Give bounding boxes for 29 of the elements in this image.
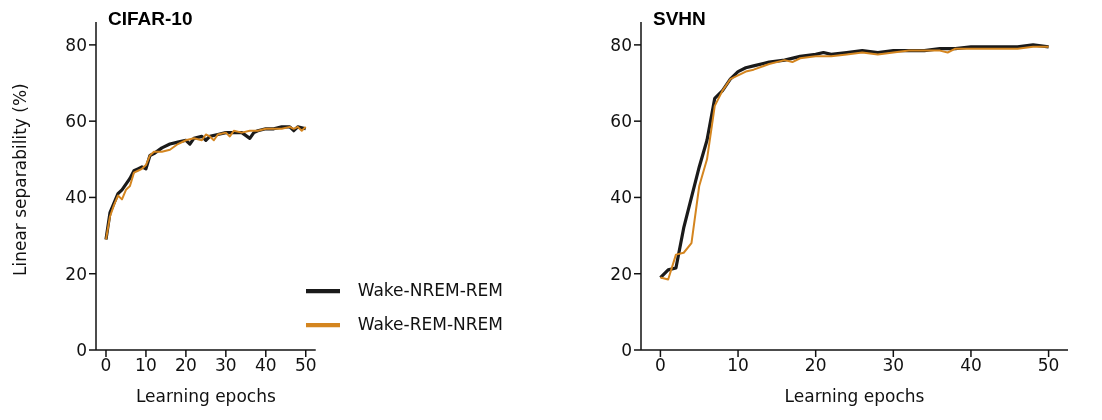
x-tick-label: 50 <box>294 355 317 376</box>
y-tick-label: 80 <box>65 34 87 55</box>
y-tick-label: 40 <box>610 187 632 208</box>
x-tick-label: 30 <box>882 355 905 376</box>
x-tick-label: 10 <box>135 355 157 376</box>
y-tick-label: 0 <box>621 340 632 361</box>
x-axis-title: Learning epochs <box>784 386 925 406</box>
y-tick-label: 20 <box>610 263 632 284</box>
y-tick-label: 60 <box>610 111 632 132</box>
x-tick-label: 30 <box>215 355 237 376</box>
x-axis-title: Learning epochs <box>135 386 276 406</box>
x-tick-label: 40 <box>254 355 277 376</box>
x-tick-label: 10 <box>727 355 749 376</box>
x-tick-label: 0 <box>100 355 112 376</box>
x-tick-label: 40 <box>960 355 982 376</box>
x-tick-label: 20 <box>175 355 197 376</box>
legend-label: Wake-REM-NREM <box>357 314 503 334</box>
chart-title: SVHN <box>653 8 706 30</box>
legend-label: Wake-NREM-REM <box>357 280 503 300</box>
y-axis-title: Linear separability (%) <box>10 83 31 276</box>
x-tick-label: 0 <box>654 355 666 376</box>
y-tick-label: 40 <box>65 187 87 208</box>
x-tick-label: 20 <box>804 355 827 376</box>
y-tick-label: 20 <box>65 263 87 284</box>
y-tick-label: 60 <box>65 111 87 132</box>
x-tick-label: 50 <box>1037 355 1060 376</box>
y-tick-label: 80 <box>610 34 632 55</box>
chart-title: CIFAR-10 <box>108 8 193 30</box>
y-tick-label: 0 <box>76 340 87 361</box>
